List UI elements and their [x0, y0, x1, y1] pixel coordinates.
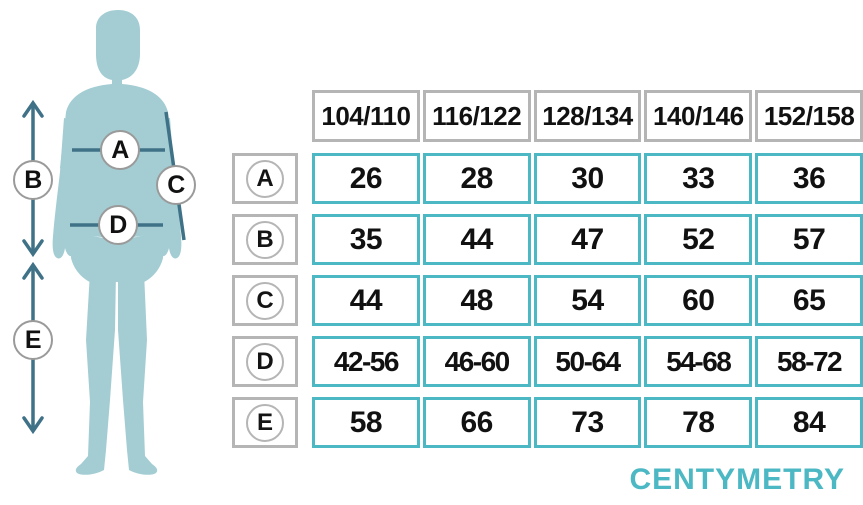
- arrow-head-down-e: [22, 416, 44, 435]
- table-cell: 84: [755, 397, 863, 448]
- header-cells: 104/110 116/122 128/134 140/146 152/158: [312, 90, 863, 142]
- figure-badge-c-label: C: [167, 170, 185, 199]
- table-cell: 36: [755, 153, 863, 204]
- figure-badge-b: B: [13, 160, 53, 200]
- row-label-a-text: A: [246, 159, 284, 198]
- header-spacer: [232, 90, 312, 142]
- row-label-c: C: [232, 275, 298, 326]
- row-label-e: E: [232, 397, 298, 448]
- arrow-head-down-b: [22, 239, 44, 258]
- table-cell: 54: [533, 275, 642, 326]
- table-cell: 42-56: [312, 336, 420, 387]
- column-header: 116/122: [422, 90, 531, 142]
- table-cell: 57: [755, 214, 863, 265]
- row-label-b-text: B: [246, 220, 284, 259]
- arrow-head-up-e: [22, 261, 44, 280]
- figure-badge-d: D: [98, 205, 138, 245]
- table-cell: 46-60: [422, 336, 531, 387]
- row-d-cells: 42-56 46-60 50-64 54-68 58-72: [312, 336, 863, 387]
- table-cell: 44: [422, 214, 531, 265]
- table-cell: 28: [422, 153, 531, 204]
- figure-badge-b-label: B: [24, 165, 42, 194]
- table-cell: 48: [422, 275, 531, 326]
- row-label-c-text: C: [246, 281, 284, 320]
- table-row: C 44 48 54 60 65: [232, 275, 863, 326]
- column-header: 128/134: [533, 90, 642, 142]
- table-cell: 35: [312, 214, 420, 265]
- row-label-e-text: E: [246, 403, 284, 442]
- table-cell: 66: [422, 397, 531, 448]
- table-cell: 58-72: [755, 336, 863, 387]
- figure-badge-c: C: [156, 165, 196, 205]
- row-label-a: A: [232, 153, 298, 204]
- table-cell: 47: [533, 214, 642, 265]
- figure-badge-e: E: [13, 320, 53, 360]
- table-header-row: 104/110 116/122 128/134 140/146 152/158: [232, 90, 863, 142]
- table-cell: 54-68: [644, 336, 753, 387]
- column-header: 104/110: [312, 90, 420, 142]
- column-header: 152/158: [755, 90, 863, 142]
- table-cell: 73: [533, 397, 642, 448]
- body-silhouette-icon: [22, 10, 186, 475]
- table-cell: 60: [644, 275, 753, 326]
- row-label-b: B: [232, 214, 298, 265]
- brand-logo: CENTYMETRY: [629, 463, 845, 496]
- figure-badge-a-label: A: [111, 135, 129, 164]
- figure-badge-d-label: D: [109, 210, 127, 239]
- table-cell: 52: [644, 214, 753, 265]
- table-cell: 50-64: [533, 336, 642, 387]
- row-label-d: D: [232, 336, 298, 387]
- table-row: A 26 28 30 33 36: [232, 153, 863, 204]
- table-row: D 42-56 46-60 50-64 54-68 58-72: [232, 336, 863, 387]
- table-row: E 58 66 73 78 84: [232, 397, 863, 448]
- body-figure-panel: A B C D E: [0, 0, 232, 505]
- row-a-cells: 26 28 30 33 36: [312, 153, 863, 204]
- table-cell: 33: [644, 153, 753, 204]
- table-cell: 26: [312, 153, 420, 204]
- column-header: 140/146: [644, 90, 753, 142]
- table-cell: 30: [533, 153, 642, 204]
- table-cell: 58: [312, 397, 420, 448]
- row-c-cells: 44 48 54 60 65: [312, 275, 863, 326]
- table-row: B 35 44 47 52 57: [232, 214, 863, 265]
- row-b-cells: 35 44 47 52 57: [312, 214, 863, 265]
- figure-badge-e-label: E: [24, 325, 42, 354]
- row-label-d-text: D: [246, 342, 284, 381]
- arrow-head-up-b: [22, 99, 44, 118]
- table-cell: 78: [644, 397, 753, 448]
- figure-badge-a: A: [100, 130, 140, 170]
- size-chart-table: 104/110 116/122 128/134 140/146 152/158 …: [232, 90, 863, 458]
- table-cell: 65: [755, 275, 863, 326]
- table-cell: 44: [312, 275, 420, 326]
- row-e-cells: 58 66 73 78 84: [312, 397, 863, 448]
